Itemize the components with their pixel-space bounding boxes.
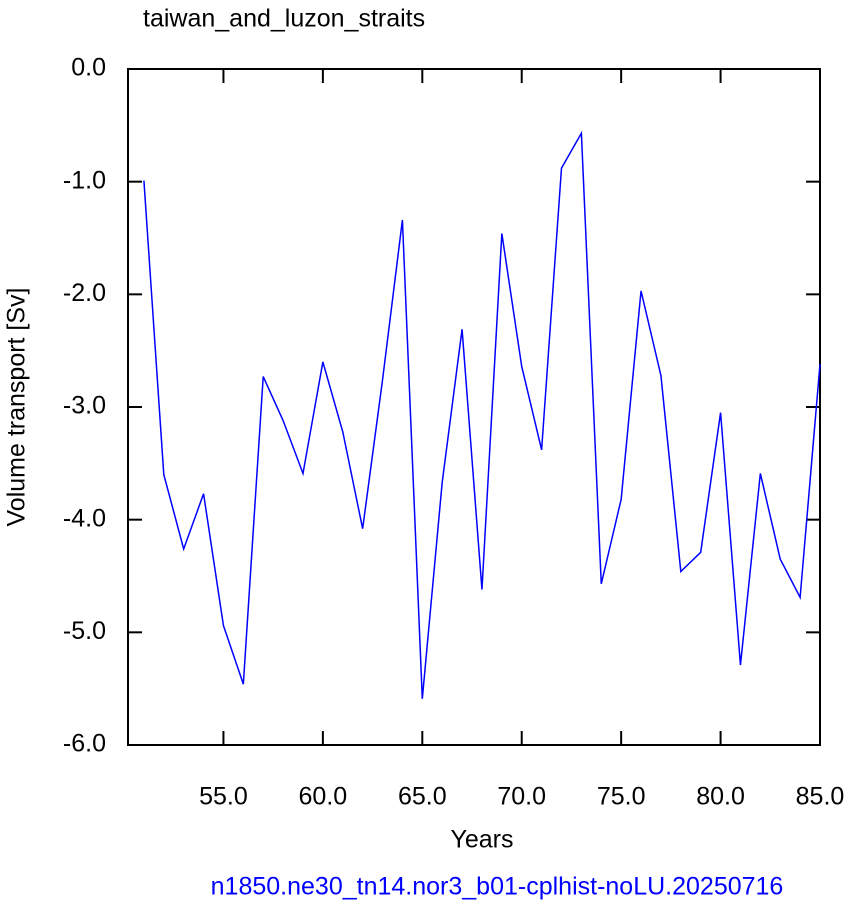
y-tick-label: -3.0 bbox=[63, 392, 106, 420]
x-tick-label: 85.0 bbox=[796, 783, 845, 811]
footer: n1850.ne30_tn14.nor3_b01-cplhist-noLU.20… bbox=[211, 873, 784, 901]
y-tick-label: -4.0 bbox=[63, 504, 106, 532]
y-axis-label: Volume transport [Sv] bbox=[3, 287, 31, 526]
x-tick-label: 55.0 bbox=[199, 783, 248, 811]
y-tick-label: 0.0 bbox=[71, 54, 106, 82]
y-tick-label: -6.0 bbox=[63, 730, 106, 758]
y-tick-label: -1.0 bbox=[63, 166, 106, 194]
y-tick-label: -2.0 bbox=[63, 279, 106, 307]
y-tick-label: -5.0 bbox=[63, 617, 106, 645]
x-tick-label: 70.0 bbox=[497, 783, 546, 811]
x-tick-label: 60.0 bbox=[299, 783, 348, 811]
x-tick-label: 80.0 bbox=[696, 783, 745, 811]
x-tick-label: 65.0 bbox=[398, 783, 447, 811]
x-axis-label: Years bbox=[450, 826, 513, 854]
x-tick-label: 75.0 bbox=[597, 783, 646, 811]
plot-frame bbox=[127, 68, 821, 746]
chart-title: taiwan_and_luzon_straits bbox=[143, 5, 425, 33]
data-line bbox=[143, 130, 821, 699]
